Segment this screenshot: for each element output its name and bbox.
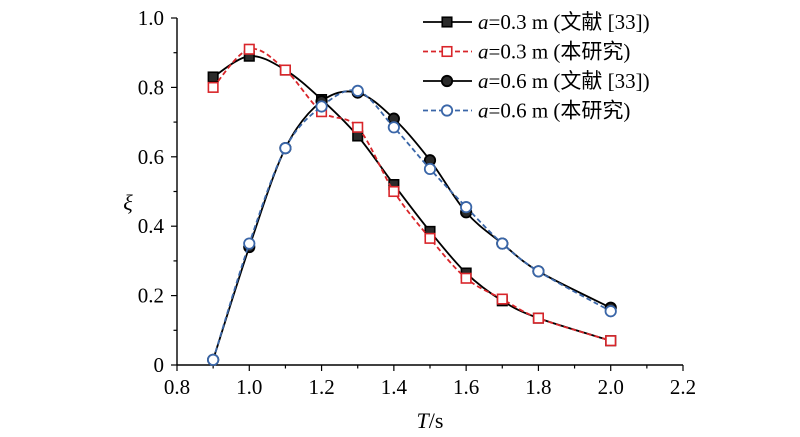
x-tick-label: 0.8 (164, 375, 190, 399)
x-tick-label: 1.6 (453, 375, 479, 399)
x-tick-label: 2.2 (670, 375, 696, 399)
x-axis-ticks: 0.8 1.0 1.2 1.4 1.6 1.8 2.0 2.2 (164, 365, 696, 399)
legend-label: a=0.6 m (本研究) (478, 99, 630, 123)
series-3-line (212, 90, 612, 361)
y-tick-label: 0.8 (138, 75, 164, 99)
series-2-point (388, 185, 400, 198)
series-4-point (243, 237, 256, 250)
series-1 (207, 50, 617, 347)
legend-entry-1: a=0.3 m (文献 [33]) (423, 10, 650, 34)
x-tick-label: 1.2 (308, 375, 334, 399)
series-4-line (212, 89, 612, 361)
series-2-point (352, 121, 364, 133)
series-4-point (315, 100, 328, 113)
x-tick-label: 1.4 (381, 375, 408, 399)
series-4-point (207, 353, 220, 366)
series-2-point (532, 312, 544, 324)
legend-label: a=0.3 m (文献 [33]) (478, 10, 650, 34)
series-4-point (532, 265, 545, 278)
series-2-point (207, 81, 219, 93)
series-layer (207, 43, 617, 366)
legend-entry-3: a=0.6 m (文献 [33]) (423, 69, 650, 93)
y-axis-ticks: 0 0.2 0.4 0.6 0.8 1.0 (138, 6, 177, 377)
series-1-point (207, 71, 219, 83)
legend-label: a=0.6 m (文献 [33]) (478, 69, 650, 93)
legend-entry-2: a=0.3 m (本研究) (423, 40, 630, 64)
legend-marker (440, 104, 454, 117)
y-tick-label: 0.4 (138, 214, 165, 238)
legend-marker (441, 45, 453, 58)
series-4-point (496, 237, 509, 250)
legend-marker (441, 16, 453, 28)
x-tick-label: 2.0 (598, 375, 624, 399)
x-axis-label: T/s (417, 408, 444, 433)
y-tick-label: 1.0 (138, 6, 164, 30)
series-4-point (351, 84, 364, 97)
legend: a=0.3 m (文献 [33]) a=0.3 m (本研究) a=0.6 m (文… (423, 10, 650, 123)
y-axis-label: ξ (123, 190, 133, 215)
y-tick-label: 0.2 (138, 284, 164, 308)
series-2-point (243, 43, 255, 55)
legend-label: a=0.3 m (本研究) (478, 40, 630, 64)
x-axis-label-unit: /s (429, 408, 444, 433)
y-tick-label: 0 (154, 353, 165, 377)
legend-marker (440, 74, 454, 88)
series-2-point (424, 232, 436, 244)
y-tick-label: 0.6 (138, 145, 164, 169)
x-axis-label-italic: T (417, 408, 431, 433)
series-2-point (460, 272, 472, 284)
x-tick-label: 1.8 (525, 375, 551, 399)
legend-entry-4: a=0.6 m (本研究) (423, 99, 630, 123)
series-4-point (279, 142, 292, 155)
series-2-point (605, 335, 617, 347)
series-4 (207, 84, 617, 366)
series-4-point (423, 162, 437, 176)
series-4-point (387, 121, 400, 134)
series-2-point (279, 64, 291, 76)
x-tick-label: 1.0 (236, 375, 262, 399)
series-4-point (604, 305, 617, 318)
series-2-point (496, 293, 508, 305)
series-4-point (460, 201, 473, 214)
